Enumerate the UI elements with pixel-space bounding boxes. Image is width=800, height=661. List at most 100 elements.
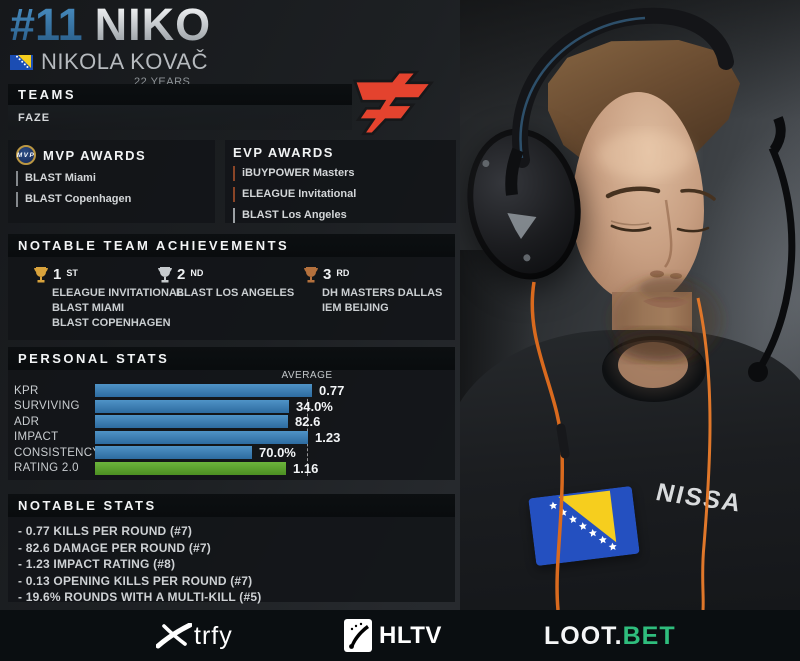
place-suffix: RD: [336, 268, 350, 278]
stat-bar: [95, 415, 288, 429]
lootbet-logo: LOOT. BET: [544, 622, 676, 651]
chart-row: IMPACT 1.23: [14, 429, 449, 445]
placement-events: BLAST LOS ANGELES: [176, 286, 294, 301]
headphone-yoke: [505, 147, 524, 196]
player-rank: #11: [10, 0, 83, 50]
eyebrow-left: [605, 186, 661, 199]
faze-clan-logo: [346, 70, 435, 141]
stat-bar: [95, 384, 312, 397]
team-name: FAZE: [8, 105, 352, 130]
average-line: [307, 384, 308, 476]
teams-section-header: TEAMS: [8, 84, 352, 105]
stat-label: CONSISTENCY: [14, 446, 101, 459]
evp-awards-title: EVP AWARDS: [233, 145, 334, 160]
nose: [663, 199, 673, 268]
event-name: BLAST COPENHAGEN: [52, 317, 171, 329]
notable-stats-section-header: NOTABLE STATS: [8, 494, 455, 517]
place-suffix: ST: [66, 268, 78, 278]
cable-connector: [556, 423, 570, 459]
place-number: 1: [53, 266, 62, 283]
event-name: IEM BEIJING: [322, 302, 389, 314]
place-number: 3: [323, 266, 332, 283]
bosnia-flag-icon: [10, 54, 33, 70]
eyebrow-right: [680, 188, 716, 201]
headphone-cable-right: [696, 297, 712, 610]
stat-bar: [95, 446, 252, 460]
notable-stat-item: - 1.23 IMPACT RATING (#8): [18, 557, 176, 571]
personal-stats-section-header: PERSONAL STATS: [8, 347, 455, 370]
xtrfy-logo-text: trfy: [194, 621, 233, 650]
stat-value: 70.0%: [259, 445, 296, 461]
trophy-gold-icon: [34, 267, 48, 283]
stat-value: 82.6: [295, 414, 321, 430]
placement-header: 2 ND: [158, 267, 294, 283]
achievements-body: 1 ST ELEAGUE INVITATIONAL BLAST MIAMI BL…: [8, 257, 455, 339]
mvp-awards-title: MVP AWARDS: [43, 147, 147, 163]
event-name: BLAST MIAMI: [52, 302, 125, 314]
notable-stat-item: - 82.6 DAMAGE PER ROUND (#7): [18, 540, 211, 555]
player-title: #11 NIKO: [10, 2, 211, 48]
placement-events: DH MASTERS DALLAS IEM BEIJING: [322, 286, 442, 316]
stat-value: 34.0%: [296, 398, 333, 414]
placement-first: 1 ST ELEAGUE INVITATIONAL BLAST MIAMI BL…: [34, 267, 184, 331]
notable-stat-item: - 0.77 KILLS PER ROUND (#7): [18, 524, 193, 538]
evp-awards-panel: EVP AWARDS iBUYPOWER Masters ELEAGUE Inv…: [225, 140, 456, 223]
placement-second: 2 ND BLAST LOS ANGELES: [158, 267, 294, 301]
stat-label: RATING 2.0: [14, 462, 79, 475]
chart-row: KPR 0.77: [14, 383, 449, 398]
evp-award-item: BLAST Los Angeles: [233, 208, 347, 223]
player-subtitle: NIKOLA KOVAČ: [10, 49, 211, 75]
stat-value: 1.23: [315, 429, 341, 445]
player-real-name: NIKOLA KOVAČ: [41, 49, 208, 74]
notable-stat-item: - 19.6% ROUNDS WITH A MULTI-KILL (#5): [18, 590, 262, 604]
xtrfy-x-icon: [156, 623, 192, 649]
mvp-award-item: BLAST Copenhagen: [16, 192, 131, 207]
notable-stats-panel: NOTABLE STATS - 0.77 KILLS PER ROUND (#7…: [8, 494, 455, 604]
placement-header: 1 ST: [34, 267, 184, 283]
event-name: BLAST LOS ANGELES: [176, 287, 295, 299]
placement-events: ELEAGUE INVITATIONAL BLAST MIAMI BLAST C…: [52, 286, 184, 331]
mvp-award-item: BLAST Miami: [16, 171, 96, 186]
event-name: ELEAGUE INVITATIONAL: [52, 287, 184, 299]
evp-awards-list: iBUYPOWER Masters ELEAGUE Invitational B…: [225, 163, 456, 226]
bosnia-flag-patch: [528, 485, 640, 567]
player-photo: NISSA: [460, 0, 800, 610]
mvp-awards-title-row: MVP MVP AWARDS: [8, 140, 215, 168]
stat-value: 0.77: [319, 383, 345, 398]
personal-stats-panel: PERSONAL STATS AVERAGE KPR 0.77 SURVIVIN…: [8, 347, 455, 480]
stat-bar: [95, 461, 286, 475]
chart-row: CONSISTENCY 70.0%: [14, 445, 449, 461]
mvp-medal-icon: MVP: [16, 145, 36, 165]
chart-rows: KPR 0.77 SURVIVING 34.0% ADR 82.6 IMPACT: [14, 383, 449, 478]
lootbet-logo-text-white: LOOT.: [544, 622, 623, 650]
notable-stat-item: - 0.13 OPENING KILLS PER ROUND (#7): [18, 573, 253, 588]
place-suffix: ND: [190, 268, 204, 278]
notable-stats-list: - 0.77 KILLS PER ROUND (#7) - 82.6 DAMAG…: [8, 517, 455, 612]
sponsor-footer: trfy HLTV LOOT. BET: [0, 610, 800, 661]
mic-boom: [757, 146, 796, 370]
stat-label: IMPACT: [14, 431, 59, 444]
achievements-section-header: NOTABLE TEAM ACHIEVEMENTS: [8, 234, 455, 257]
stat-label: KPR: [14, 384, 39, 397]
headphone-cable-left: [530, 281, 565, 610]
player-face: [572, 92, 704, 304]
personal-stats-chart: AVERAGE KPR 0.77 SURVIVING 34.0% ADR 82.…: [8, 370, 455, 478]
stat-bar: [95, 430, 308, 444]
placement-third: 3 RD DH MASTERS DALLAS IEM BEIJING: [304, 267, 442, 316]
trophy-silver-icon: [158, 267, 172, 283]
stat-label: ADR: [14, 415, 40, 428]
average-label: AVERAGE: [281, 370, 333, 381]
event-name: DH MASTERS DALLAS: [322, 287, 443, 299]
xtrfy-logo: trfy: [156, 623, 233, 649]
chart-row: RATING 2.0 1.16: [14, 461, 449, 476]
evp-awards-title-row: EVP AWARDS: [225, 140, 456, 163]
photo-detail-overlay: [505, 7, 796, 610]
eye-left: [610, 224, 652, 232]
place-number: 2: [177, 266, 186, 283]
hltv-logo-text: HLTV: [379, 621, 442, 649]
stat-label: SURVIVING: [14, 400, 80, 413]
placement-header: 3 RD: [304, 267, 442, 283]
evp-award-item: iBUYPOWER Masters: [233, 166, 354, 181]
chart-row: SURVIVING 34.0%: [14, 398, 449, 414]
